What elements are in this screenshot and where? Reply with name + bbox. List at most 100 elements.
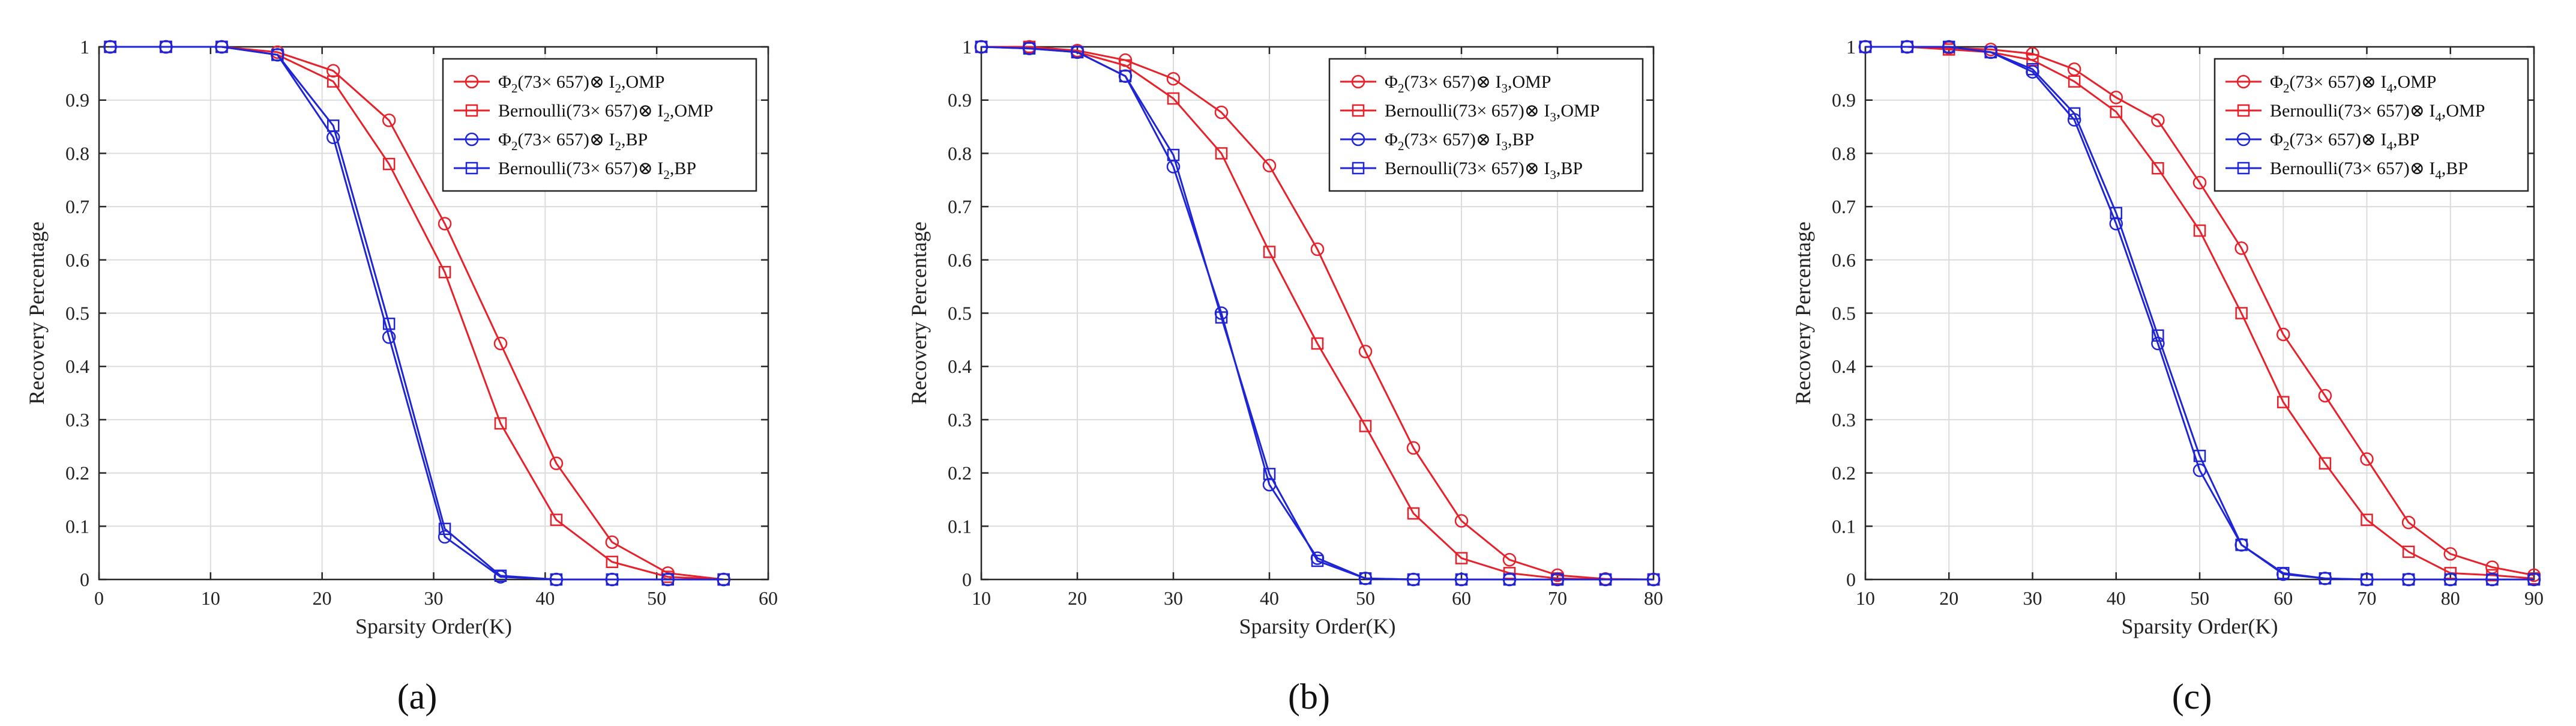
x-tick-label-3: 40 <box>2107 587 2126 609</box>
x-tick-label-1: 20 <box>1068 587 1087 609</box>
y-tick-label-8: 0.8 <box>948 142 972 164</box>
data-point-3-5 <box>382 317 396 330</box>
data-point-3-10 <box>2277 567 2290 579</box>
data-point-3-9 <box>2235 539 2248 551</box>
x-tick-label-7: 80 <box>2441 587 2460 609</box>
data-point-3-1 <box>1901 40 1913 53</box>
legend-marker-1 <box>2237 104 2250 117</box>
data-point-1-14 <box>2444 567 2457 579</box>
data-point-0-5 <box>2067 62 2081 76</box>
data-point-3-9 <box>606 573 619 586</box>
data-point-1-7 <box>2152 162 2164 175</box>
y-tick-label-9: 0.9 <box>1832 89 1856 111</box>
legend-box <box>442 58 757 192</box>
data-point-1-4 <box>327 75 340 88</box>
data-point-3-1 <box>1023 42 1036 55</box>
y-tick-label-5: 0.5 <box>948 303 972 324</box>
data-point-3-10 <box>661 573 674 586</box>
y-tick-label-7: 0.7 <box>65 196 89 217</box>
legend-label-3: Bernoulli(73× 657)⊗ I2,BP <box>498 159 696 182</box>
x-tick-label-3: 30 <box>424 587 444 609</box>
legend-marker-3 <box>465 162 478 175</box>
x-tick-label-0: 10 <box>1856 587 1875 609</box>
legend-marker-2 <box>1351 132 1365 147</box>
data-point-3-0 <box>975 40 988 53</box>
data-point-1-5 <box>2068 75 2081 88</box>
y-tick-label-4: 0.4 <box>948 355 972 377</box>
y-tick-label-6: 0.6 <box>1832 249 1856 271</box>
legend-marker-1 <box>1352 104 1365 117</box>
y-tick-label-4: 0.4 <box>1832 355 1856 377</box>
data-point-0-9 <box>1406 441 1421 455</box>
y-tick-label-6: 0.6 <box>948 249 972 271</box>
data-point-0-9 <box>2234 241 2248 255</box>
data-point-0-11 <box>1502 552 1517 567</box>
data-point-1-9 <box>1407 507 1420 520</box>
legend-label-3: Bernoulli(73× 657)⊗ I4,BP <box>2270 159 2468 182</box>
data-point-1-5 <box>382 157 396 171</box>
data-point-3-3 <box>271 49 284 61</box>
data-point-3-8 <box>1359 572 1372 585</box>
y-tick-label-0: 0 <box>80 569 89 590</box>
data-point-3-2 <box>215 40 228 53</box>
data-point-1-5 <box>1215 147 1228 160</box>
x-tick-label-5: 60 <box>1452 587 1471 609</box>
series-line-0 <box>981 46 1654 581</box>
data-point-0-8 <box>549 456 564 470</box>
data-point-0-8 <box>1358 345 1373 358</box>
y-tick-label-6: 0.6 <box>65 249 89 271</box>
y-axis-title: Recovery Percentage <box>907 222 931 405</box>
data-point-0-12 <box>2360 452 2374 466</box>
y-tick-label-4: 0.4 <box>65 355 89 377</box>
data-point-0-7 <box>2151 113 2165 127</box>
data-point-1-6 <box>2110 105 2122 118</box>
y-tick-label-7: 0.7 <box>948 196 972 217</box>
data-point-2-6 <box>438 530 452 544</box>
y-tick-label-3: 0.3 <box>1832 409 1856 431</box>
data-point-3-10 <box>1455 573 1468 586</box>
data-point-3-2 <box>1943 40 1955 53</box>
data-point-3-11 <box>717 573 730 586</box>
x-axis-title: Sparsity Order(K) <box>2122 614 2278 638</box>
data-point-3-13 <box>1599 573 1612 586</box>
y-tick-label-8: 0.8 <box>1832 142 1856 164</box>
data-point-3-14 <box>2444 573 2457 586</box>
data-point-3-6 <box>438 522 451 535</box>
data-point-0-11 <box>2318 389 2332 403</box>
data-point-3-5 <box>1215 311 1228 324</box>
y-tick-label-3: 0.3 <box>948 409 972 431</box>
data-point-1-4 <box>1167 92 1180 105</box>
y-tick-label-2: 0.2 <box>1832 462 1856 484</box>
x-tick-label-2: 20 <box>313 587 332 609</box>
chart-panel-c: 10 20 30 40 50 60 70 80 90 0 0.1 0.2 0.3 0.4 0.5 0.6 0.7… <box>1791 36 2544 638</box>
x-tick-label-0: 10 <box>972 587 991 609</box>
legend: Φ2(73× 657)⊗ I4,OMP Bernoulli(73× 657)⊗ I… <box>2213 58 2529 192</box>
series-line-3 <box>981 46 1654 581</box>
y-tick-label-5: 0.5 <box>1832 303 1856 324</box>
y-tick-label-1: 0.1 <box>1832 515 1856 537</box>
y-tick-label-0: 0 <box>1846 569 1856 590</box>
data-point-3-11 <box>2319 572 2332 585</box>
y-tick-label-1: 0.1 <box>65 515 89 537</box>
x-tick-label-2: 30 <box>2023 587 2042 609</box>
data-point-0-10 <box>1454 514 1469 528</box>
data-point-3-5 <box>2068 107 2081 120</box>
chart-panel-b: 10 20 30 40 50 60 70 80 0 0.1 0.2 0.3 0.4 0.5 0.6 0.7 0.… <box>907 36 1663 638</box>
data-point-1-12 <box>2361 513 2373 526</box>
legend-marker-2 <box>2236 132 2251 147</box>
series-3 <box>975 40 1660 586</box>
y-tick-label-3: 0.3 <box>65 409 89 431</box>
data-point-3-0 <box>1859 40 1872 53</box>
series-3 <box>104 40 730 586</box>
data-point-3-2 <box>1071 46 1084 59</box>
legend-marker-0 <box>2236 74 2251 89</box>
data-point-3-3 <box>1984 46 1997 59</box>
y-tick-label-10: 1 <box>1846 36 1856 58</box>
data-point-3-11 <box>1503 573 1516 586</box>
data-point-2-6 <box>2109 217 2123 231</box>
x-tick-label-0: 0 <box>94 587 104 609</box>
legend-label-1: Bernoulli(73× 657)⊗ I4,OMP <box>2270 101 2485 124</box>
legend: Φ2(73× 657)⊗ I3,OMP Bernoulli(73× 657)⊗ I… <box>1328 58 1644 192</box>
data-point-1-7 <box>494 417 507 430</box>
